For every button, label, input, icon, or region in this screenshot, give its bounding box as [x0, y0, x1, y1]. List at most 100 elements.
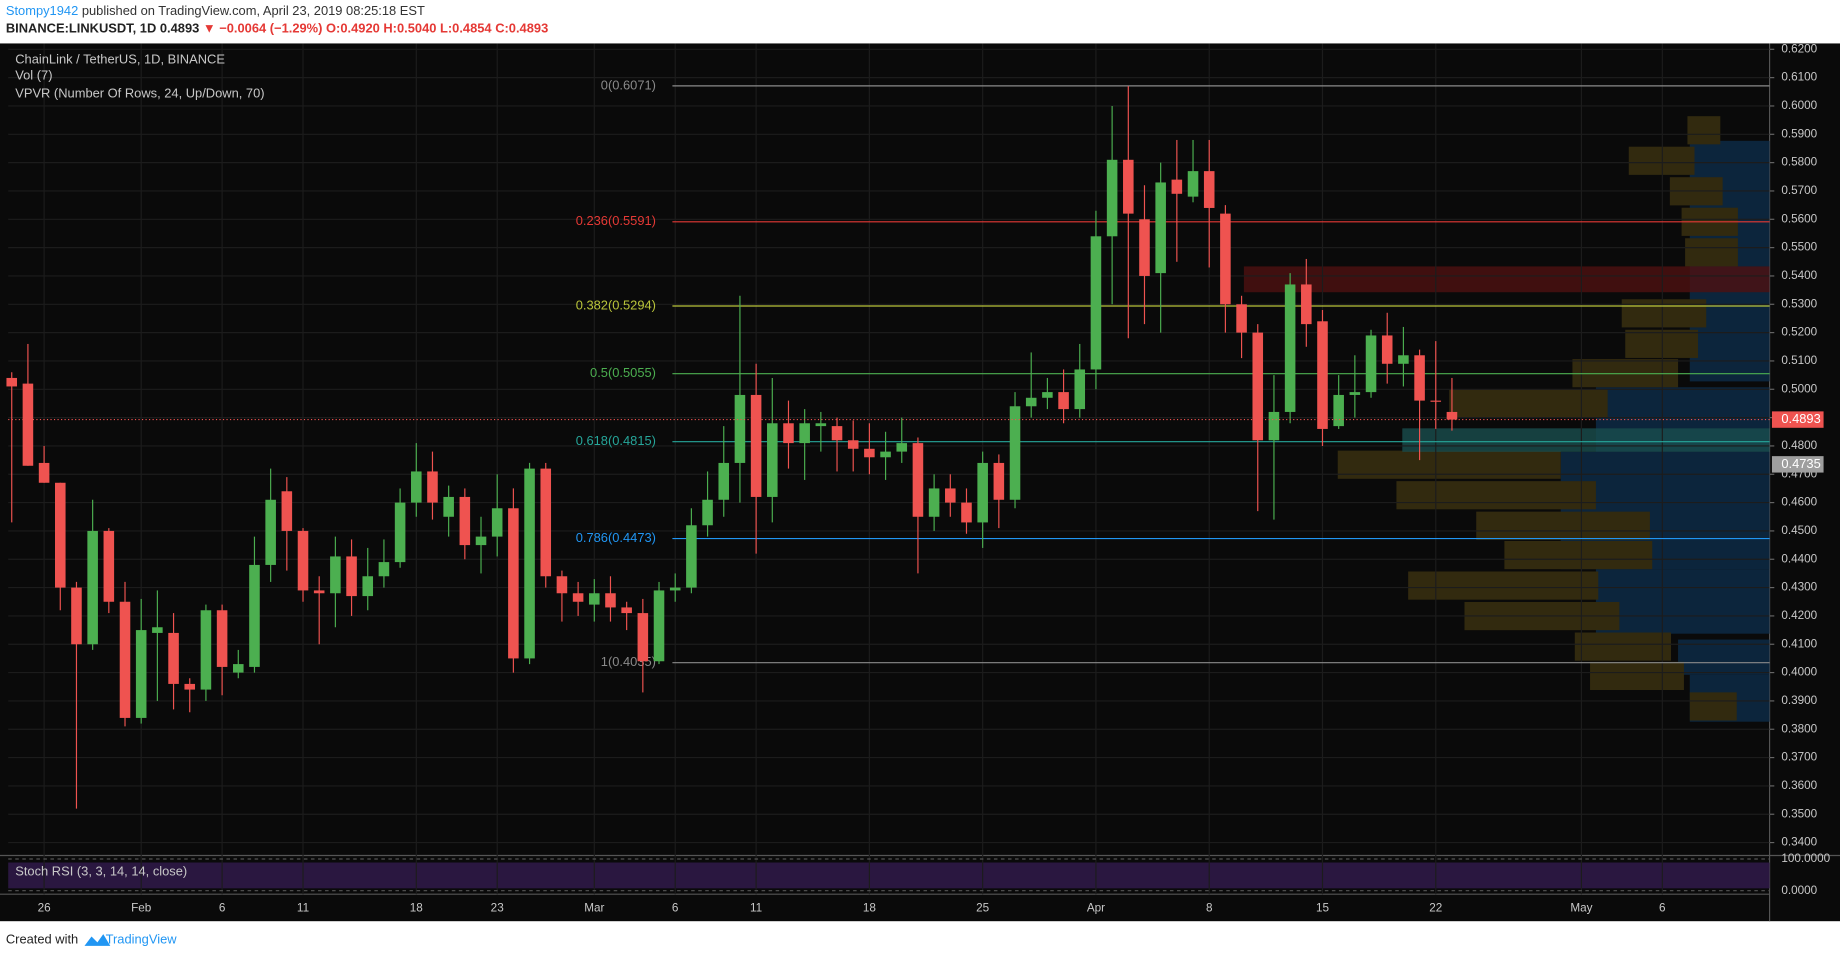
y-tick-label: 0.4400 [1781, 552, 1817, 565]
candle-body [87, 530, 98, 645]
x-tick-label: Mar [584, 901, 604, 914]
y-tick-label: 0.4100 [1781, 637, 1817, 650]
published: published on TradingView.com, April 23, … [82, 3, 425, 18]
candle-body [653, 590, 665, 662]
y-tick-label: 0.5900 [1781, 127, 1817, 140]
x-tick-label: 15 [1316, 901, 1330, 914]
candle-body [718, 462, 730, 500]
x-tick-label: 23 [491, 901, 504, 914]
candle-body [427, 471, 438, 503]
y-tick-label: 0.4000 [1781, 666, 1817, 679]
candle-body [734, 394, 746, 463]
vpvr-bar [1476, 511, 1650, 540]
candle-body [1139, 219, 1150, 276]
plot: 0(0.6071) 0.236(0.5591) 0.382(0.5294) 0.5(0… [6, 77, 1770, 809]
fib-label: 0.618(0.4815) [576, 433, 656, 448]
vpvr-bar [1687, 116, 1721, 145]
y-tick-label: 0.5000 [1781, 382, 1817, 395]
y-tick-label: 0.6200 [1781, 42, 1817, 55]
candle-body [572, 593, 584, 602]
stoch-tick-label: 100.0000 [1781, 852, 1830, 865]
vpvr-bar [1621, 299, 1707, 328]
value-area-point [1402, 428, 1770, 452]
candle-body [475, 536, 487, 546]
candle-body [1074, 369, 1086, 410]
candle-body [605, 593, 616, 608]
candle-body [1398, 355, 1409, 364]
candle-body [313, 590, 325, 594]
candle-body [394, 502, 406, 563]
candle-body [864, 448, 875, 458]
candle-body [702, 499, 713, 526]
candle-body [1446, 411, 1458, 420]
indicator-label: Vol (7) [15, 68, 52, 83]
candle-body [443, 496, 454, 517]
x-tick-label: 25 [976, 901, 990, 914]
author[interactable]: Stompy1942 [6, 3, 78, 18]
x-tick-label: 11 [750, 901, 762, 914]
y-tick-label: 0.4500 [1781, 524, 1817, 537]
candle-body [831, 426, 843, 441]
candle-body [1236, 304, 1247, 333]
candle-body [411, 471, 422, 503]
marker-price-label: 0.4735 [1781, 456, 1820, 471]
vpvr-bar [1408, 571, 1599, 600]
candle-body [233, 664, 244, 673]
stoch-title: Stoch RSI (3, 3, 14, 14, close) [15, 863, 187, 878]
vpvr-bar [1689, 692, 1737, 721]
y-tick-label: 0.3600 [1781, 779, 1817, 792]
y-tick-label: 0.3700 [1781, 751, 1817, 764]
grid [8, 43, 1775, 895]
vpvr-bar [1396, 481, 1596, 510]
candle-body [297, 530, 309, 591]
candle-body [977, 462, 988, 523]
candle-body [815, 423, 827, 427]
candle-body [799, 423, 810, 444]
candle-body [1220, 213, 1231, 305]
footer-brand[interactable]: TradingView [106, 931, 178, 946]
candle-body [459, 496, 471, 546]
candle-body [1187, 171, 1199, 197]
vpvr-bar [1625, 329, 1699, 358]
y-tick-label: 0.4300 [1781, 581, 1817, 594]
y-tick-label: 0.3900 [1781, 694, 1817, 707]
candle-body [378, 562, 390, 577]
candle-body [1042, 392, 1053, 398]
candle-body [249, 564, 260, 667]
ohlc-high: H:0.5040 [383, 21, 436, 36]
stoch-band [8, 862, 1770, 889]
y-tick-label: 0.5600 [1781, 212, 1817, 225]
chart-title: ChainLink / TetherUS, 1D, BINANCE [15, 51, 225, 66]
vpvr-bar [1628, 146, 1695, 175]
fib-label: 0(0.6071) [601, 77, 656, 92]
fib-label: 0.5(0.5055) [590, 365, 656, 380]
y-tick-label: 0.3400 [1781, 836, 1817, 849]
indicator-label: VPVR (Number Of Rows, 24, Up/Down, 70) [15, 85, 264, 100]
candle-body [103, 530, 115, 602]
candle-body [686, 525, 697, 588]
change: ▼ −0.0064 (−1.29%) [203, 21, 323, 36]
ohlc-low: L:0.4854 [440, 21, 492, 36]
candle-body [1284, 284, 1296, 412]
candle-body [1414, 355, 1425, 401]
candle-body [993, 462, 1005, 500]
candle-body [750, 394, 762, 497]
y-tick-label: 0.6100 [1781, 71, 1817, 84]
candle-body [265, 499, 276, 565]
marker-price-tag [1771, 456, 1824, 473]
candle-body [1025, 397, 1037, 407]
y-tick-label: 0.5500 [1781, 241, 1817, 254]
candle-body [1252, 332, 1264, 441]
candle-body [1349, 392, 1361, 395]
candle-body [540, 468, 552, 577]
candle-body [556, 576, 568, 594]
fib-label: 0.382(0.5294) [576, 297, 656, 312]
candle-body [55, 482, 66, 588]
candle-body [1381, 335, 1393, 364]
y-tick-label: 0.5100 [1781, 354, 1817, 367]
stoch-tick-label: 0.0000 [1781, 884, 1817, 897]
ohlc-open: O:0.4920 [326, 21, 380, 36]
candle-body [637, 613, 649, 662]
candle-body [524, 468, 535, 659]
